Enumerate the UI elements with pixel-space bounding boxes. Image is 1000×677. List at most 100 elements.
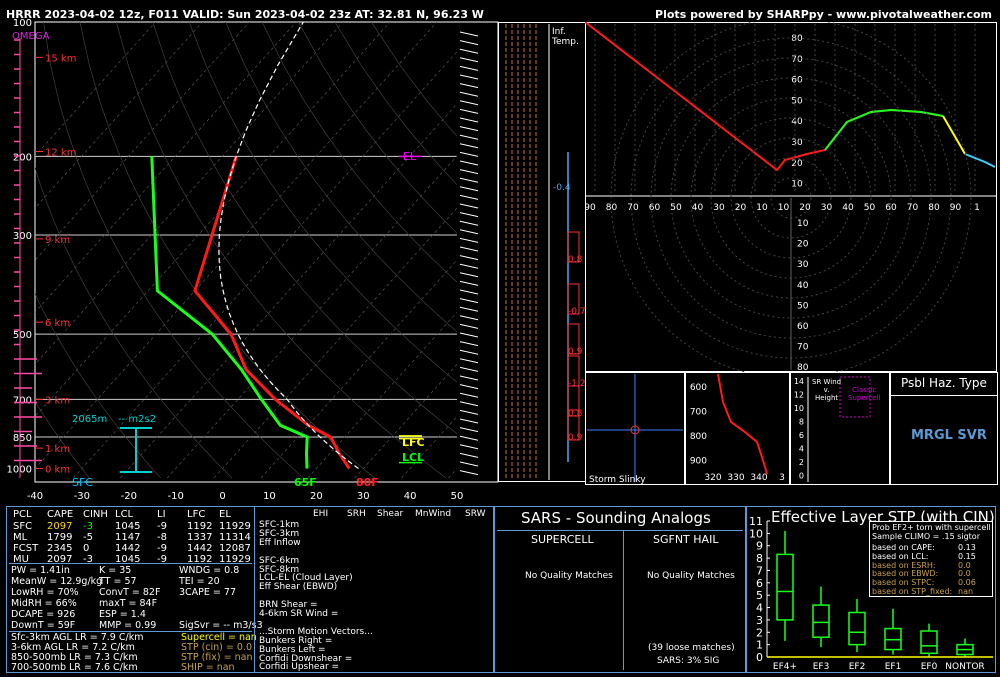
- parcel-cell: 1192: [187, 521, 213, 532]
- index-value: PW = 1.41in: [11, 565, 70, 576]
- parcel-cell: -9: [157, 554, 167, 565]
- wind-barb: [459, 100, 479, 106]
- wind-barb: [459, 229, 479, 235]
- dry-adiabat: [35, 400, 90, 478]
- km-label: 6 km: [45, 318, 70, 329]
- sars-hail-msg: No Quality Matches: [647, 571, 735, 581]
- stp-ytick: 9: [756, 540, 763, 553]
- km-label: 9 km: [45, 235, 70, 246]
- dry-adiabat: [43, 22, 304, 478]
- isotherm: [166, 155, 457, 478]
- kinematics-header: MnWind: [415, 509, 452, 519]
- isotherm: [354, 363, 457, 478]
- kinematics-row: Bunkers Right =: [259, 635, 333, 646]
- wind-barb: [459, 134, 479, 140]
- stp-ytick: 10: [749, 527, 763, 540]
- km-label: 0 km: [45, 465, 70, 476]
- pressure-tick: 300: [13, 231, 32, 242]
- temp-tick: -30: [74, 491, 90, 502]
- hodo-y-tick: 10: [797, 219, 809, 229]
- sfc-label: SFC: [72, 476, 93, 489]
- dry-adiabat: [116, 22, 447, 478]
- theta-p-tick: 700: [690, 408, 707, 418]
- kinematics-row: ...Storm Motion Vectors...: [259, 626, 373, 637]
- hodo-x-tick: 20: [799, 203, 811, 213]
- parcel-cell: -9: [157, 543, 167, 554]
- temp-tick: -20: [121, 491, 137, 502]
- pressure-tick: 1000: [7, 465, 32, 476]
- storm-slinky-panel: [585, 372, 685, 485]
- kinematics-row: SFC-3km: [259, 528, 300, 539]
- stp-panel: Effective Layer STP (with CIN) 11 10 9 8 7 6 5…: [746, 506, 996, 673]
- srwind-tick: 14: [794, 377, 804, 386]
- stp-ytick: 11: [749, 515, 763, 528]
- srwind-tick: 6: [799, 431, 804, 440]
- wind-barb: [459, 91, 479, 97]
- credit-text: Plots powered by SHARPpy - www.pivotalwe…: [655, 8, 992, 21]
- hodo-top-tick: 10: [791, 180, 803, 190]
- stp-category: NONTOR: [945, 662, 984, 672]
- wind-barb: [459, 169, 479, 175]
- hodo-x-tick: 70: [627, 203, 639, 213]
- wind-barb: [459, 194, 479, 200]
- prob-value: nan: [958, 587, 974, 596]
- kinematics-header: EHI: [313, 509, 329, 519]
- hodo-segment-cyan: [964, 153, 996, 168]
- parcel-cell: 1192: [187, 554, 213, 565]
- wind-barb: [459, 452, 479, 458]
- inftemp-bar: [567, 323, 580, 355]
- hodo-x-tick: 10: [756, 203, 768, 213]
- temperature-profile: [193, 155, 351, 470]
- isotherm: [35, 22, 203, 209]
- pressure-tick: 100: [13, 18, 32, 29]
- eff-inflow-height: 2065m: [72, 414, 108, 425]
- wind-barb: [459, 298, 479, 304]
- hodo-top-tick: 70: [791, 55, 803, 65]
- kinematics-row: SFC-8km: [259, 564, 300, 575]
- parcel-header: CAPE: [47, 509, 74, 520]
- hodo-x-tick: 90: [585, 203, 596, 213]
- wind-barb: [459, 220, 479, 226]
- skewt-chart: 100 200 300 500 700 850 1000 -40 -30 -20 -10 0 10 20 3…: [7, 18, 499, 502]
- parcel-cell: 12087: [219, 543, 251, 554]
- wind-barb: [459, 323, 479, 329]
- inf-temp-label: Inf. Temp.: [552, 27, 579, 47]
- hodo-ring: [610, 22, 972, 372]
- wind-barb: [459, 332, 479, 338]
- hodo-x-tick: 20: [735, 203, 747, 213]
- kinematics-header: SRW: [465, 509, 486, 519]
- wind-barb: [459, 470, 479, 476]
- lcl-label: LCL: [402, 451, 425, 464]
- parcel-header: CINH: [83, 509, 108, 520]
- prob-value: 0.0: [958, 569, 971, 579]
- sfc-dewpoint-label: 65F: [294, 476, 317, 489]
- wind-barb: [459, 117, 479, 123]
- wind-barb: [459, 186, 479, 192]
- isotherm: [35, 22, 344, 365]
- index-value: WNDG = 0.8: [179, 565, 240, 576]
- temp-tick: 30: [357, 491, 370, 502]
- classic-supercell-box: [839, 376, 871, 418]
- stp-ytick: 8: [756, 552, 763, 565]
- parcel-panel: PCL CAPE CINH LCL LI LFC EL SFC 2097 -3 1045 -9 1192…: [6, 506, 263, 673]
- index-value: MeanW = 12.9g/kg: [11, 576, 103, 587]
- stp-category: EF2: [849, 662, 866, 672]
- dry-adiabat: [188, 22, 457, 383]
- kinematics-row: Corfidi Upshear =: [259, 662, 340, 673]
- pressure-tick: 850: [13, 433, 32, 444]
- isotherm: [35, 22, 250, 261]
- temp-tick: 50: [451, 491, 464, 502]
- kinematics-row: SFC-6km: [259, 555, 300, 566]
- parcel-cell: 1147: [115, 532, 141, 543]
- index-value: DownT = 59F: [11, 620, 76, 631]
- km-label: 12 km: [45, 148, 76, 159]
- kinematics-row: Corfidi Downshear =: [259, 653, 353, 664]
- lfc-label: LFC: [402, 436, 425, 449]
- hodo-top-tick: 60: [791, 76, 803, 86]
- dry-adiabat: [225, 22, 457, 333]
- parcel-cell: SFC: [13, 521, 33, 532]
- parcel-cell: 1442: [115, 543, 141, 554]
- parcel-cell: -9: [157, 521, 167, 532]
- wind-barb: [459, 212, 479, 218]
- pressure-tick: 700: [13, 395, 32, 406]
